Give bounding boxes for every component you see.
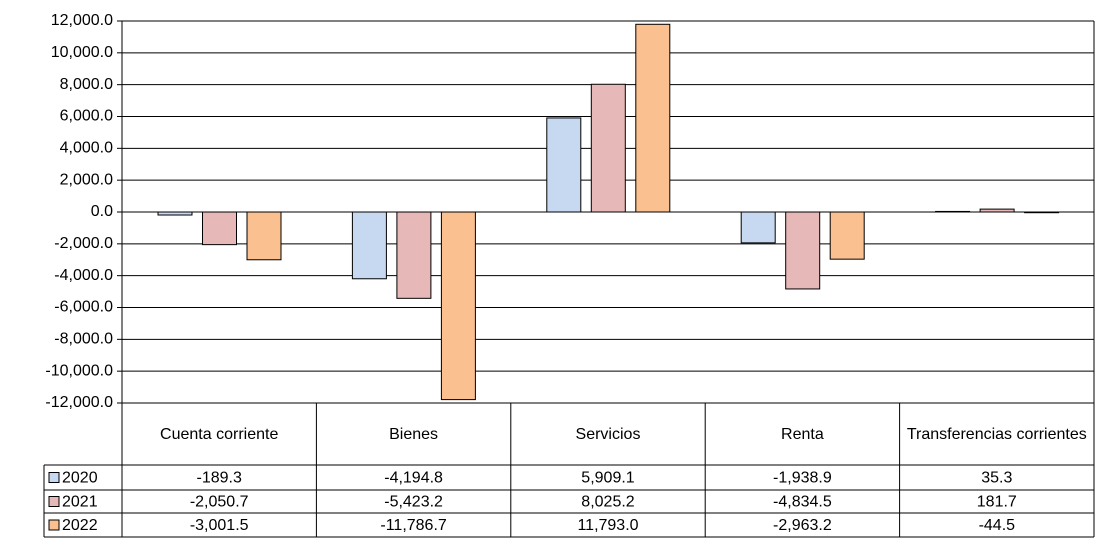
bar: [351, 211, 387, 280]
legend-swatch: [48, 472, 60, 483]
y-tick-label: -12,000.0: [45, 394, 113, 411]
bar: [202, 211, 237, 246]
bar: [157, 211, 193, 216]
y-tick-label: 6,000.0: [60, 108, 113, 125]
category-label: Transferencias corrientes: [906, 425, 1087, 443]
category-label: Servicios: [575, 425, 641, 443]
bar: [590, 83, 626, 213]
category-label: Renta: [781, 425, 824, 443]
category-header: Bienes: [389, 425, 439, 443]
y-tick-label: -8,000.0: [54, 331, 113, 348]
y-tick-label: 12,000.0: [51, 12, 113, 29]
bar: [935, 210, 971, 213]
legend-label: 2020: [62, 470, 98, 487]
table-value: -2,963.2: [773, 517, 832, 534]
table-value: -2,050.7: [190, 494, 249, 511]
bar: [635, 23, 671, 213]
y-tick-label: 10,000.0: [51, 44, 113, 61]
bar: [740, 211, 776, 244]
category-header: Cuenta corriente: [160, 425, 279, 443]
y-tick-label: 0.0: [91, 203, 113, 220]
table-value: -4,834.5: [773, 494, 832, 511]
category-label: Bienes: [389, 425, 439, 443]
category-header: Renta: [781, 425, 824, 443]
bar: [396, 211, 432, 299]
table-value: 35.3: [981, 470, 1012, 487]
table-value: -189.3: [197, 470, 242, 487]
legend-label: 2021: [62, 494, 98, 511]
table-value: -44.5: [979, 517, 1016, 534]
table-value: 181.7: [977, 494, 1017, 511]
table-value: -1,938.9: [773, 470, 832, 487]
table-value: -5,423.2: [384, 494, 443, 511]
bar: [440, 211, 476, 401]
y-tick-label: 8,000.0: [60, 76, 113, 93]
y-tick-label: -2,000.0: [54, 235, 113, 252]
bar: [979, 208, 1015, 213]
legend-swatch: [48, 519, 60, 531]
category-label: Cuenta corriente: [160, 425, 279, 443]
bar: [785, 211, 821, 290]
legend-swatch: [48, 496, 60, 507]
y-tick-label: 2,000.0: [60, 171, 113, 188]
table-value: -4,194.8: [384, 470, 443, 487]
table-value: -11,786.7: [380, 517, 447, 534]
bar: [246, 211, 282, 261]
table-value: -3,001.5: [190, 517, 249, 534]
y-tick-label: -4,000.0: [54, 267, 113, 284]
bar: [546, 117, 582, 213]
bar: [829, 211, 865, 260]
category-header: Servicios: [575, 425, 641, 443]
table-value: 8,025.2: [581, 494, 634, 511]
y-tick-label: -10,000.0: [45, 362, 113, 379]
y-tick-label: -6,000.0: [54, 299, 113, 316]
table-value: 11,793.0: [577, 517, 638, 534]
y-tick-label: 4,000.0: [60, 140, 113, 157]
table-value: 5,909.1: [581, 470, 634, 487]
category-header: Transferencias corrientes: [906, 425, 1087, 443]
bar: [1024, 211, 1060, 214]
legend-label: 2022: [62, 517, 98, 534]
